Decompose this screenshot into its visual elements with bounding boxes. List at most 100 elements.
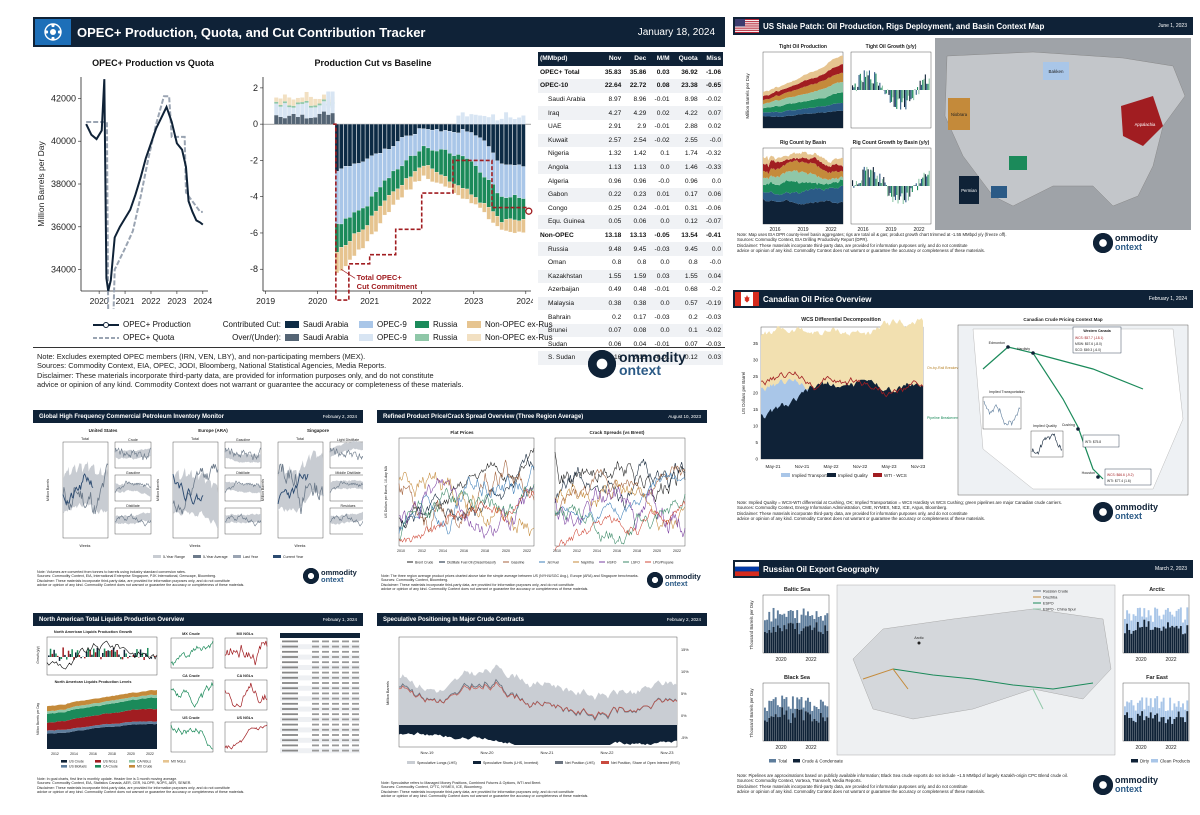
na-growth-bar bbox=[78, 654, 81, 657]
inventory-note2: Sources: Commodity Context, EIA, Interna… bbox=[37, 574, 217, 579]
c2-bar-russia bbox=[404, 160, 409, 179]
rus-bar-base bbox=[1143, 720, 1146, 741]
na-growth-bar bbox=[60, 657, 63, 660]
na-table-value bbox=[332, 713, 339, 716]
table-row: Malaysia 0.38 0.38 0.0 0.57 -0.19 bbox=[538, 296, 723, 311]
rus-bar-base bbox=[1134, 630, 1137, 653]
shale-growth-bar bbox=[915, 90, 917, 95]
rus-bar-base bbox=[1149, 629, 1152, 653]
c2-bar-russia bbox=[399, 165, 405, 186]
rus-bar-top bbox=[781, 695, 784, 708]
inv-ylabel: Million Barrels bbox=[261, 479, 265, 501]
table-cell: -0.03 bbox=[648, 242, 672, 256]
c2-bar-over bbox=[282, 101, 287, 104]
spec-title: Speculative Positioning In Major Crude C… bbox=[383, 616, 525, 623]
can-wcs1: WCS: $57.7 (-18.1) bbox=[1075, 336, 1103, 340]
rus-bar-base bbox=[1184, 722, 1187, 741]
rus-bar-top bbox=[768, 611, 771, 631]
c2-bar-over bbox=[278, 98, 283, 105]
rus-bar-top bbox=[1173, 616, 1176, 628]
na-growth-bar bbox=[71, 649, 73, 657]
inv-sub-title: Distillate bbox=[236, 471, 250, 475]
rus-bar-base bbox=[1128, 717, 1131, 741]
c2-bar-russia bbox=[378, 186, 383, 207]
shale-growth-bar bbox=[913, 185, 915, 186]
table-cell: 2.57 bbox=[598, 133, 624, 148]
shale-growth-bar bbox=[865, 76, 867, 90]
brand-line1: ommodity bbox=[665, 571, 701, 581]
c2-bar-saudi-arabia bbox=[486, 124, 491, 147]
inv-legend-swatch bbox=[273, 555, 281, 558]
c2-bar-non-opec-ex-rus bbox=[464, 188, 470, 200]
inventory-brand-logo: ommodity ontext bbox=[303, 568, 357, 584]
can-legend-swatch bbox=[781, 473, 790, 477]
shale-growth-bar bbox=[894, 186, 896, 201]
table-cell: 0.48 bbox=[633, 286, 647, 294]
rus-bar-base bbox=[802, 720, 805, 741]
rus-bar-top bbox=[802, 707, 805, 721]
c2-bar-saudi-arabia bbox=[460, 124, 465, 130]
table-cell: -0.07 bbox=[699, 215, 723, 229]
russia-title: Russian Oil Export Geography bbox=[763, 564, 880, 574]
na-table-label bbox=[282, 671, 298, 674]
rus-bar-top bbox=[774, 618, 777, 632]
bakken-label: Bakken bbox=[1048, 69, 1064, 74]
rus-bar-base bbox=[776, 717, 779, 741]
inv-total-label: Total bbox=[191, 437, 199, 441]
chart1-title: OPEC+ Production vs Quota bbox=[92, 58, 214, 68]
shale-rigs-layer bbox=[763, 160, 843, 181]
shale-x-tick: 2019 bbox=[885, 227, 896, 232]
c2-bar-russia bbox=[482, 177, 487, 204]
shale-sub-frame bbox=[850, 51, 932, 129]
shale-growth-bar bbox=[874, 72, 876, 90]
shale-growth-bar bbox=[906, 186, 908, 193]
c2-bar-opec-9 bbox=[425, 129, 431, 149]
na-growth-bar bbox=[150, 657, 153, 659]
c2-bar-over bbox=[278, 116, 283, 125]
rus-bar-base bbox=[1158, 721, 1161, 741]
na-growth-bar bbox=[53, 649, 55, 657]
can-city-dot bbox=[1031, 351, 1035, 355]
rus-bar-base bbox=[1134, 722, 1137, 741]
table-cell: -0.03 bbox=[654, 313, 670, 321]
na-growth-bar bbox=[103, 648, 106, 657]
rus-bar-base bbox=[1154, 627, 1156, 653]
na-growth-line bbox=[46, 640, 158, 670]
c2-bar-opec-9 bbox=[456, 132, 461, 155]
na-table-value bbox=[322, 739, 329, 742]
inv-legend-label: 5-Year Average bbox=[203, 555, 228, 559]
rus-bar-base bbox=[774, 631, 777, 653]
can-legend-swatch bbox=[827, 473, 836, 477]
rus-bar-base bbox=[822, 633, 824, 653]
spec-rhs-tick: 15% bbox=[681, 648, 689, 652]
table-cell: -0.33 bbox=[699, 160, 723, 175]
rus-bar-top bbox=[1182, 703, 1184, 718]
rus-bar-top bbox=[800, 697, 803, 710]
crack-legend-label: Distillate Fuel Oil (Diesel/Gasoil) bbox=[447, 561, 496, 565]
c2-bar-over bbox=[287, 105, 292, 108]
spec-note4: advice or opinion of any kind. Commodity… bbox=[381, 794, 589, 799]
na-table-value bbox=[322, 671, 329, 674]
crack-note1: Note: The three region average product p… bbox=[381, 574, 639, 578]
rus-bar-base bbox=[1124, 633, 1126, 653]
shale-title: US Shale Patch: Oil Production, Rigs Dep… bbox=[763, 21, 1045, 31]
c2-bar-over bbox=[304, 118, 309, 125]
rus-x-tick: 2020 bbox=[1135, 745, 1146, 751]
crack-spread-frame bbox=[554, 437, 686, 547]
rus-bar-top bbox=[1158, 615, 1161, 629]
spec-ylabel: Million Barrels bbox=[386, 681, 390, 705]
canada-note4: advice or opinion of any kind. Commodity… bbox=[737, 516, 985, 522]
c2-bar-russia bbox=[417, 151, 422, 168]
rus-bar-top bbox=[794, 708, 796, 718]
crack-legend-label: LPG/Propane bbox=[653, 561, 674, 565]
table-cell: -0.06 bbox=[705, 204, 721, 212]
rus-bar-base bbox=[800, 630, 803, 653]
shale-growth-bar bbox=[868, 70, 870, 90]
c2-bar-saudi-arabia bbox=[473, 124, 478, 136]
na-small-line bbox=[224, 682, 268, 708]
na-note2: Sources: Commodity Context, EIA, Statist… bbox=[37, 781, 192, 786]
table-cell: 0.8 bbox=[612, 259, 622, 267]
na-table-value bbox=[342, 718, 349, 721]
bakken-basin bbox=[1043, 62, 1069, 80]
c2-bar-russia bbox=[504, 197, 509, 220]
